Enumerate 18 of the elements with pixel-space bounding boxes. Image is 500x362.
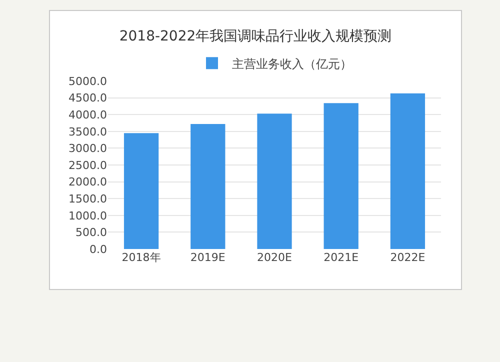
x-tick-label: 2019E (190, 251, 226, 264)
y-tick-label: 2500.0 (68, 158, 107, 172)
y-tick-label: 2000.0 (68, 176, 107, 189)
y-tick-label: 3500.0 (68, 125, 107, 138)
x-tick-label: 2021E (324, 251, 359, 264)
y-tick-label: 4500.0 (68, 92, 107, 105)
y-tick-label: 0.0 (90, 242, 107, 256)
x-tick-label: 2022E (390, 251, 426, 264)
chart-title: 2018-2022年我国调味品行业收入规模预测 (119, 28, 392, 44)
y-tick-label: 3000.0 (68, 142, 107, 156)
y-tick-label: 1000.0 (68, 209, 107, 222)
x-tick-label: 2020E (257, 251, 292, 264)
y-tick-label: 4000.0 (68, 108, 107, 122)
x-tick-label: 2018年 (122, 251, 161, 264)
y-tick-label: 500.0 (76, 226, 107, 240)
y-tick-label: 5000.0 (68, 74, 107, 88)
legend-label: 主营业务收入（亿元） (232, 56, 352, 71)
y-tick-label: 1500.0 (68, 192, 107, 206)
